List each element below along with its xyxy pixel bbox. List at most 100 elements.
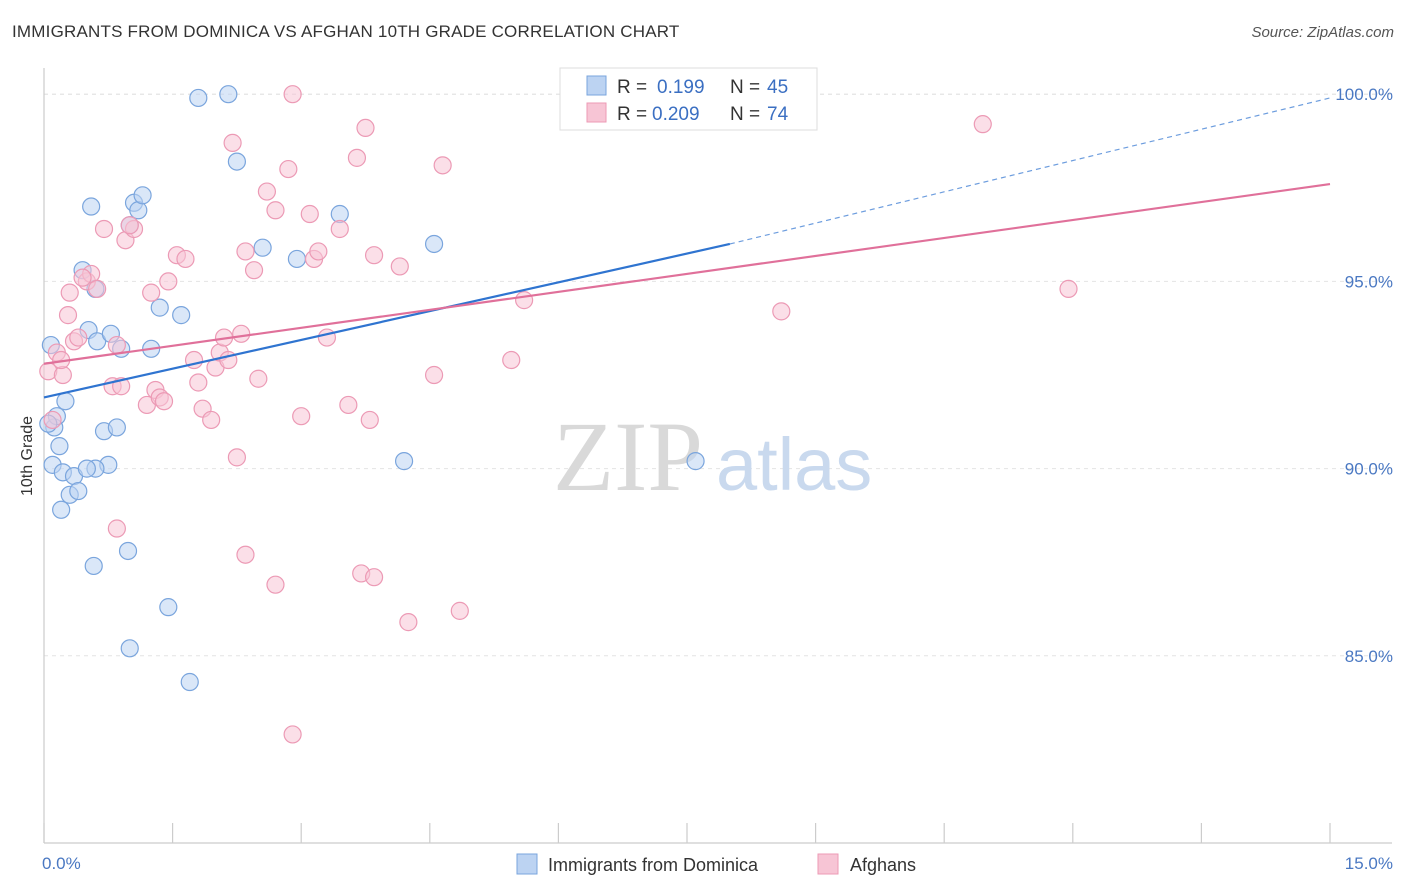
x-tick-labels: 0.0% 15.0% <box>42 854 1393 873</box>
point-dominica-39 <box>394 452 414 471</box>
point-afghans-43 <box>300 204 319 224</box>
point-afghans-63 <box>227 448 246 467</box>
point-dominica-35 <box>118 541 138 561</box>
point-dominica-14 <box>88 332 107 351</box>
trend-line-dominica <box>43 242 731 399</box>
point-afghans-49 <box>347 148 367 167</box>
y-tick-label-1: 90.0% <box>1345 460 1393 479</box>
point-afghans-47 <box>330 219 349 239</box>
bottom-legend: Immigrants from Dominica Afghans <box>516 853 916 875</box>
point-afghans-40 <box>279 159 298 179</box>
point-afghans-3 <box>53 365 72 385</box>
y-tick-label-2: 95.0% <box>1345 272 1393 291</box>
point-afghans-41 <box>283 85 302 104</box>
point-afghans-22 <box>159 272 178 291</box>
point-dominica-34 <box>424 234 444 254</box>
point-dominica-20 <box>84 556 103 576</box>
point-afghans-37 <box>249 369 268 388</box>
point-dominica-24 <box>133 186 152 205</box>
legend-swatch-afghans <box>586 102 607 123</box>
bottom-legend-label-afghans: Afghans <box>850 855 916 875</box>
point-afghans-59 <box>772 302 791 321</box>
grid-lines <box>44 93 1392 657</box>
y-tick-label-0: 85.0% <box>1345 647 1393 666</box>
axes <box>43 68 1392 844</box>
source-credit: Source: ZipAtlas.com <box>1251 24 1394 41</box>
point-dominica-38 <box>180 672 199 692</box>
point-afghans-52 <box>364 246 384 265</box>
point-afghans-39 <box>266 201 285 220</box>
point-dominica-28 <box>189 88 208 108</box>
point-dominica-5 <box>56 392 75 411</box>
point-dominica-17 <box>107 418 126 437</box>
bottom-legend-label-dominica: Immigrants from Dominica <box>548 855 759 875</box>
point-afghans-21 <box>154 392 174 411</box>
bottom-legend-swatch-dominica <box>516 853 538 875</box>
watermark-atlas: atlas <box>716 423 872 506</box>
point-afghans-53 <box>390 257 409 276</box>
trend-lines <box>43 97 1331 399</box>
point-afghans-62 <box>107 519 126 538</box>
point-afghans-18 <box>142 283 161 302</box>
point-dominica-31 <box>253 238 272 257</box>
point-afghans-55 <box>433 156 452 175</box>
point-afghans-71 <box>120 216 139 235</box>
x-tick-label-min: 0.0% <box>42 854 81 873</box>
point-afghans-48 <box>339 395 358 415</box>
legend-n-value-afghans: 74 <box>767 104 789 125</box>
legend-n-label-dominica: N = <box>730 77 760 98</box>
point-afghans-46 <box>317 328 337 347</box>
trend-line-afghans <box>43 182 1331 365</box>
point-afghans-26 <box>189 373 208 392</box>
point-dominica-27 <box>172 306 191 325</box>
point-afghans-1 <box>43 410 62 430</box>
point-afghans-51 <box>360 410 379 430</box>
point-afghans-10 <box>88 279 107 298</box>
watermark-zip: ZIP <box>553 401 703 512</box>
point-afghans-67 <box>364 568 384 587</box>
point-afghans-42 <box>292 407 311 426</box>
legend-n-label-afghans: N = <box>730 104 760 125</box>
point-afghans-56 <box>502 350 521 370</box>
top-legend: R = 0.199 N = 45 R = 0.209 N = 74 <box>559 67 818 131</box>
point-afghans-33 <box>223 133 242 152</box>
point-afghans-65 <box>266 575 285 594</box>
point-afghans-57 <box>515 291 534 310</box>
point-afghans-64 <box>236 545 255 564</box>
point-afghans-11 <box>94 219 114 239</box>
y-axis-label: 10th Grade <box>19 416 36 496</box>
point-afghans-45 <box>309 242 328 261</box>
point-afghans-72 <box>73 268 92 287</box>
point-afghans-69 <box>450 601 469 620</box>
point-dominica-23 <box>129 201 148 220</box>
point-dominica-44 <box>77 459 96 478</box>
point-afghans-7 <box>69 328 88 347</box>
legend-r-label-dominica: R = <box>617 77 647 98</box>
point-dominica-32 <box>287 249 307 269</box>
point-dominica-9 <box>52 500 71 519</box>
point-dominica-40 <box>686 452 705 471</box>
point-afghans-28 <box>202 410 221 430</box>
legend-swatch-dominica <box>586 75 607 96</box>
y-tick-label-3: 100.0% <box>1335 85 1393 104</box>
point-afghans-5 <box>60 283 79 302</box>
point-dominica-30 <box>227 152 246 171</box>
point-afghans-60 <box>973 115 992 134</box>
point-dominica-3 <box>50 437 69 456</box>
bottom-legend-swatch-afghans <box>817 853 839 875</box>
point-dominica-29 <box>219 85 238 104</box>
point-afghans-50 <box>356 118 375 138</box>
chart-title: IMMIGRANTS FROM DOMINICA VS AFGHAN 10TH … <box>12 22 680 41</box>
point-afghans-24 <box>176 249 195 269</box>
point-dominica-36 <box>159 598 178 617</box>
series-dominica-points <box>39 85 705 692</box>
x-tick-label-max: 15.0% <box>1345 854 1393 873</box>
point-afghans-4 <box>58 306 78 325</box>
point-afghans-35 <box>236 242 255 261</box>
point-afghans-70 <box>283 725 302 744</box>
legend-r-value-afghans: 0.209 <box>652 104 700 125</box>
point-dominica-43 <box>69 481 88 501</box>
legend-n-value-dominica: 45 <box>767 77 788 98</box>
watermark: ZIP atlas <box>553 401 872 512</box>
